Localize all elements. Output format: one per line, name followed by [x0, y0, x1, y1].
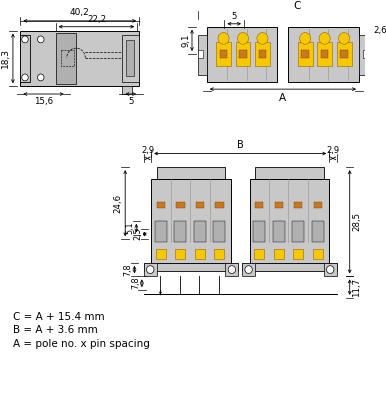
Bar — [56, 32, 76, 84]
Text: C = A + 15.4 mm: C = A + 15.4 mm — [13, 312, 105, 322]
Bar — [151, 179, 231, 263]
Bar — [216, 42, 231, 66]
Text: 2,9: 2,9 — [327, 146, 340, 155]
Bar — [225, 263, 239, 276]
Text: 5: 5 — [232, 12, 237, 21]
Bar — [288, 27, 359, 82]
Text: 5: 5 — [128, 97, 134, 106]
Bar — [215, 202, 223, 208]
Bar — [293, 249, 303, 259]
Circle shape — [339, 32, 350, 44]
Text: 18,3: 18,3 — [1, 48, 10, 68]
Bar — [155, 221, 167, 242]
Circle shape — [147, 266, 154, 274]
Circle shape — [245, 266, 252, 274]
Circle shape — [22, 36, 28, 43]
Bar — [126, 40, 134, 76]
Circle shape — [319, 32, 330, 44]
Bar — [239, 50, 247, 58]
Circle shape — [218, 32, 229, 44]
Bar — [194, 221, 206, 242]
Bar — [249, 179, 329, 263]
Bar — [20, 34, 30, 82]
Bar — [312, 221, 324, 242]
Circle shape — [37, 36, 44, 43]
Circle shape — [37, 74, 44, 81]
Bar — [274, 202, 283, 208]
Bar — [298, 42, 313, 66]
Circle shape — [22, 74, 28, 81]
Bar — [242, 263, 255, 276]
Bar — [313, 249, 323, 259]
Bar — [157, 167, 225, 179]
Bar — [253, 221, 265, 242]
Text: 5,1: 5,1 — [125, 222, 134, 234]
Text: 2,9: 2,9 — [141, 146, 154, 155]
Bar — [176, 202, 185, 208]
Bar — [61, 50, 74, 66]
Bar — [359, 34, 368, 74]
Bar — [156, 249, 166, 259]
Bar — [144, 263, 157, 276]
Text: 2,5: 2,5 — [134, 228, 143, 240]
Text: A: A — [279, 93, 286, 103]
Bar — [157, 202, 165, 208]
Circle shape — [237, 32, 249, 44]
Text: 22,2: 22,2 — [87, 15, 106, 24]
Bar — [317, 42, 332, 66]
Text: A = pole no. x pin spacing: A = pole no. x pin spacing — [13, 339, 150, 349]
Text: 7,8: 7,8 — [131, 277, 140, 290]
Bar — [122, 34, 139, 82]
Bar — [198, 34, 207, 74]
Text: 40,2: 40,2 — [70, 8, 90, 18]
Text: 11,7: 11,7 — [352, 278, 362, 297]
Bar — [198, 50, 203, 58]
Bar — [274, 249, 284, 259]
Bar — [144, 263, 239, 270]
Text: B = A + 3.6 mm: B = A + 3.6 mm — [13, 325, 98, 335]
Bar — [196, 202, 204, 208]
Text: 2,6: 2,6 — [373, 26, 386, 35]
Bar — [337, 42, 352, 66]
Bar — [292, 221, 304, 242]
Bar — [207, 27, 278, 82]
Bar — [175, 249, 186, 259]
Bar — [235, 42, 251, 66]
Bar — [220, 50, 227, 58]
Text: B: B — [237, 140, 244, 150]
Bar — [213, 221, 225, 242]
Bar — [301, 50, 309, 58]
Bar — [324, 263, 337, 276]
Bar — [174, 221, 186, 242]
Text: 24,6: 24,6 — [113, 194, 122, 213]
Text: 9,1: 9,1 — [181, 34, 190, 47]
Bar — [255, 167, 324, 179]
Text: 28,5: 28,5 — [352, 212, 362, 231]
Bar — [20, 31, 139, 86]
Bar — [340, 50, 348, 58]
Bar — [294, 202, 302, 208]
Bar — [242, 263, 337, 270]
Bar — [214, 249, 225, 259]
Bar — [254, 249, 264, 259]
Bar — [363, 50, 367, 58]
Circle shape — [327, 266, 334, 274]
Circle shape — [300, 32, 311, 44]
Text: 7,8: 7,8 — [124, 263, 133, 276]
Bar — [273, 221, 285, 242]
Bar — [313, 202, 322, 208]
Bar — [259, 50, 266, 58]
Bar — [255, 202, 263, 208]
Circle shape — [257, 32, 268, 44]
Bar — [255, 42, 270, 66]
Circle shape — [228, 266, 235, 274]
Text: 15,6: 15,6 — [34, 97, 53, 106]
Bar — [122, 86, 132, 94]
Bar — [195, 249, 205, 259]
Text: C: C — [293, 1, 301, 11]
Bar — [321, 50, 328, 58]
